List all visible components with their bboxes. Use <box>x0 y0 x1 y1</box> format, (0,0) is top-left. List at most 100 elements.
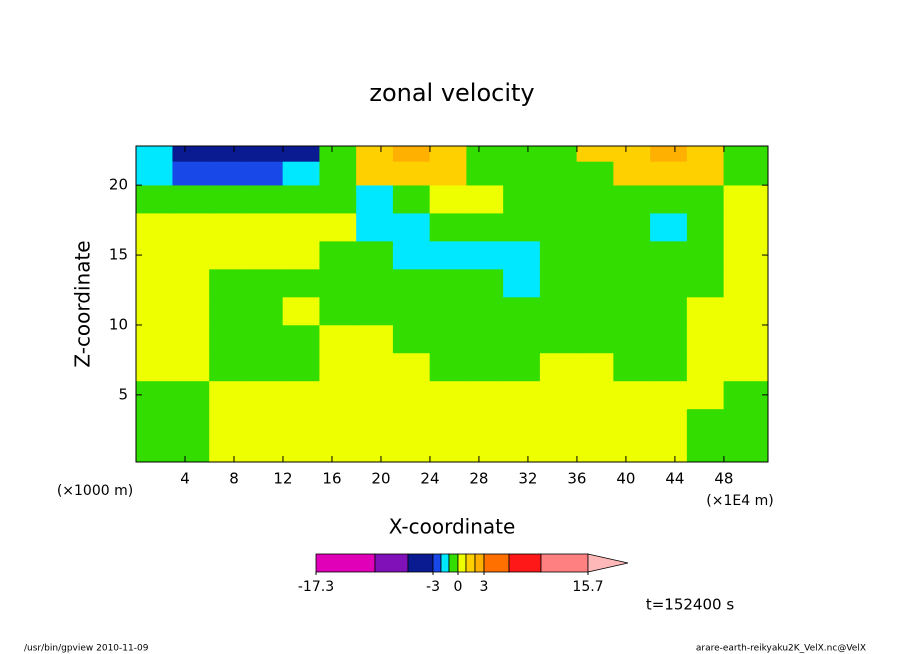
x-axis-label: X-coordinate <box>389 515 516 539</box>
contour-cell <box>282 436 321 462</box>
contour-cell <box>245 161 284 186</box>
contour-cell <box>686 268 725 298</box>
contour-cell <box>392 324 431 354</box>
contour-cell <box>503 380 541 410</box>
contour-cell <box>613 240 651 270</box>
contour-cell <box>209 212 247 242</box>
contour-cell <box>282 296 321 326</box>
contour-cell <box>686 324 725 354</box>
contour-cell <box>503 184 541 214</box>
contour-cell <box>392 184 431 214</box>
contour-cell <box>136 380 174 410</box>
contour-cell <box>136 184 174 214</box>
contour-cell <box>429 436 467 462</box>
contour-cell <box>172 268 210 298</box>
contour-cell <box>576 268 614 298</box>
colorbar-segment <box>374 553 409 573</box>
contour-cell <box>319 436 357 462</box>
contour-cell <box>686 146 725 162</box>
contour-cell <box>723 352 768 382</box>
contour-cell <box>613 146 651 162</box>
colorbar-tick-label: 3 <box>480 579 489 595</box>
contour-cell <box>686 408 725 438</box>
contour-cell <box>209 408 247 438</box>
x-tick-label: 12 <box>273 470 292 488</box>
colorbar-over <box>587 553 629 573</box>
contour-cell <box>172 146 210 162</box>
contour-cell <box>723 161 768 186</box>
contour-cell <box>319 380 357 410</box>
contour-cell <box>209 268 247 298</box>
contour-cell <box>429 352 467 382</box>
contour-cell <box>245 380 284 410</box>
colorbar-tick-label: -3 <box>426 579 440 595</box>
contour-cell <box>723 184 768 214</box>
contour-cell <box>723 408 768 438</box>
contour-cell <box>650 436 688 462</box>
contour-cell <box>723 324 768 354</box>
contour-cell <box>172 296 210 326</box>
contour-cell <box>392 212 431 242</box>
contour-cell <box>282 380 321 410</box>
contour-cell <box>209 240 247 270</box>
contour-cell <box>356 352 394 382</box>
colorbar-segment <box>508 553 542 573</box>
contour-cell <box>172 184 210 214</box>
contour-cell <box>650 296 688 326</box>
contour-cell <box>209 380 247 410</box>
contour-cell <box>282 184 321 214</box>
contour-cell <box>429 161 467 186</box>
contour-cell <box>466 212 504 242</box>
colorbar-tick-label: -17.3 <box>298 579 334 595</box>
contour-cell <box>282 324 321 354</box>
colorbar-segment <box>407 553 434 573</box>
contour-cell <box>539 324 578 354</box>
contour-cell <box>392 436 431 462</box>
colorbar-segment <box>457 553 467 573</box>
contour-cell <box>245 268 284 298</box>
y-tick-label: 20 <box>109 176 128 194</box>
contour-cell <box>650 352 688 382</box>
contour-cell <box>136 324 174 354</box>
contour-cell <box>319 324 357 354</box>
colorbar-tick-label: 0 <box>454 579 463 595</box>
contour-cell <box>319 184 357 214</box>
contour-cell <box>209 352 247 382</box>
contour-cell <box>613 161 651 186</box>
contour-cell <box>503 436 541 462</box>
contour-cell <box>392 268 431 298</box>
colorbar-segment <box>474 553 485 573</box>
x-tick-label: 20 <box>371 470 390 488</box>
x-tick-label: 40 <box>616 470 635 488</box>
contour-cell <box>503 352 541 382</box>
contour-cell <box>136 240 174 270</box>
contour-cell <box>503 161 541 186</box>
contour-cell <box>245 146 284 162</box>
contour-cell <box>245 184 284 214</box>
contour-cell <box>136 268 174 298</box>
colorbar-segment <box>448 553 459 573</box>
contour-cell <box>613 212 651 242</box>
contour-cell <box>686 240 725 270</box>
colorbar-tick-label: 15.7 <box>572 579 603 595</box>
x-tick-label: 8 <box>229 470 239 488</box>
contour-cell <box>319 212 357 242</box>
contour-cell <box>172 324 210 354</box>
contour-cell <box>466 268 504 298</box>
contour-cell <box>613 324 651 354</box>
contour-cell <box>466 352 504 382</box>
colorbar: -17.3 -3 0 3 15.7 <box>298 553 629 595</box>
contour-cell <box>245 408 284 438</box>
contour-cell <box>539 184 578 214</box>
contour-cell <box>392 352 431 382</box>
contour-cell <box>245 352 284 382</box>
contour-cell <box>392 240 431 270</box>
contour-field <box>136 146 768 462</box>
x-tick-label: 36 <box>567 470 586 488</box>
footer-left: /usr/bin/gpview 2010-11-09 <box>24 644 149 654</box>
chart-title: zonal velocity <box>369 79 534 107</box>
contour-cell <box>576 212 614 242</box>
contour-cell <box>282 212 321 242</box>
y-axis-label: Z-coordinate <box>71 240 95 367</box>
